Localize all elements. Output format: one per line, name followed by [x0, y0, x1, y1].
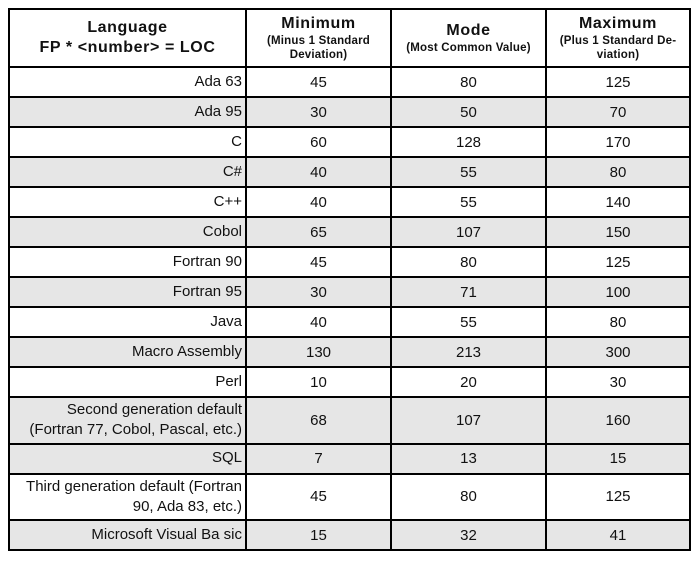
maximum-cell: 125 — [545, 472, 691, 521]
minimum-cell: 15 — [245, 519, 392, 551]
minimum-cell: 130 — [245, 336, 392, 368]
mode-cell: 50 — [390, 96, 547, 128]
maximum-cell: 30 — [545, 366, 691, 398]
language-cell: SQL — [8, 442, 247, 475]
table-row: Ada 63 45 80 125 — [8, 66, 691, 98]
language-cell: C++ — [8, 186, 247, 218]
table-row: Cobol 65 107 150 — [8, 216, 691, 248]
language-cell: Fortran 95 — [8, 276, 247, 308]
maximum-cell: 160 — [545, 396, 691, 445]
header-maximum-subtitle: (Plus 1 Standard De-viation) — [559, 34, 677, 61]
table-row: Fortran 95 30 71 100 — [8, 276, 691, 308]
language-cell: C# — [8, 156, 247, 188]
header-language-subtitle: FP * <number> = LOC — [39, 39, 216, 56]
table-row: Microsoft Visual Ba sic 15 32 41 — [8, 519, 691, 551]
minimum-cell: 60 — [245, 126, 392, 158]
maximum-cell: 80 — [545, 156, 691, 188]
header-language: Language FP * <number> = LOC — [8, 8, 247, 68]
minimum-cell: 30 — [245, 96, 392, 128]
mode-cell: 55 — [390, 156, 547, 188]
table-row: C# 40 55 80 — [8, 156, 691, 188]
mode-cell: 80 — [390, 246, 547, 278]
header-mode-title: Mode — [446, 21, 491, 39]
language-cell: Cobol — [8, 216, 247, 248]
header-row: Language FP * <number> = LOC Minimum (Mi… — [8, 8, 691, 68]
maximum-cell: 125 — [545, 246, 691, 278]
table-row: Macro Assembly 130 213 300 — [8, 336, 691, 368]
mode-cell: 80 — [390, 66, 547, 98]
maximum-cell: 125 — [545, 66, 691, 98]
maximum-cell: 41 — [545, 519, 691, 551]
table-row: Perl 10 20 30 — [8, 366, 691, 398]
table-row: Second generation default (Fortran 77, C… — [8, 396, 691, 445]
header-mode: Mode (Most Common Value) — [390, 8, 547, 68]
header-maximum-title: Maximum — [579, 14, 657, 32]
mode-cell: 128 — [390, 126, 547, 158]
language-cell: Second generation default (Fortran 77, C… — [8, 396, 247, 445]
table-row: C++ 40 55 140 — [8, 186, 691, 218]
mode-cell: 13 — [390, 442, 547, 475]
minimum-cell: 45 — [245, 246, 392, 278]
language-cell: Ada 63 — [8, 66, 247, 98]
minimum-cell: 40 — [245, 186, 392, 218]
maximum-cell: 140 — [545, 186, 691, 218]
table-row: SQL 7 13 15 — [8, 442, 691, 475]
header-maximum: Maximum (Plus 1 Standard De-viation) — [545, 8, 691, 68]
language-cell: Ada 95 — [8, 96, 247, 128]
maximum-cell: 170 — [545, 126, 691, 158]
minimum-cell: 10 — [245, 366, 392, 398]
table-body: Ada 63 45 80 125 Ada 95 30 50 70 C 60 128 170 C# 40 55… — [8, 66, 691, 551]
minimum-cell: 7 — [245, 442, 392, 475]
table-row: C 60 128 170 — [8, 126, 691, 158]
mode-cell: 107 — [390, 396, 547, 445]
language-cell: Microsoft Visual Ba sic — [8, 519, 247, 551]
mode-cell: 71 — [390, 276, 547, 308]
maximum-cell: 300 — [545, 336, 691, 368]
table-row: Third generation default (Fortran 90, Ad… — [8, 472, 691, 521]
mode-cell: 55 — [390, 186, 547, 218]
header-minimum-subtitle: (Minus 1 Standard Deviation) — [266, 34, 371, 61]
header-minimum-title: Minimum — [281, 14, 356, 32]
mode-cell: 213 — [390, 336, 547, 368]
language-cell: Java — [8, 306, 247, 338]
language-cell: Fortran 90 — [8, 246, 247, 278]
minimum-cell: 68 — [245, 396, 392, 445]
language-cell: Third generation default (Fortran 90, Ad… — [8, 472, 247, 521]
minimum-cell: 45 — [245, 472, 392, 521]
header-minimum: Minimum (Minus 1 Standard Deviation) — [245, 8, 392, 68]
minimum-cell: 30 — [245, 276, 392, 308]
mode-cell: 55 — [390, 306, 547, 338]
language-cell: C — [8, 126, 247, 158]
maximum-cell: 15 — [545, 442, 691, 475]
maximum-cell: 80 — [545, 306, 691, 338]
language-cell: Macro Assembly — [8, 336, 247, 368]
fp-loc-conversion-table: Language FP * <number> = LOC Minimum (Mi… — [8, 8, 691, 551]
table-row: Fortran 90 45 80 125 — [8, 246, 691, 278]
minimum-cell: 45 — [245, 66, 392, 98]
mode-cell: 107 — [390, 216, 547, 248]
maximum-cell: 150 — [545, 216, 691, 248]
minimum-cell: 40 — [245, 306, 392, 338]
header-language-title: Language — [87, 19, 168, 36]
mode-cell: 32 — [390, 519, 547, 551]
minimum-cell: 65 — [245, 216, 392, 248]
minimum-cell: 40 — [245, 156, 392, 188]
header-mode-subtitle: (Most Common Value) — [406, 41, 531, 54]
table-row: Java 40 55 80 — [8, 306, 691, 338]
maximum-cell: 70 — [545, 96, 691, 128]
mode-cell: 80 — [390, 472, 547, 521]
maximum-cell: 100 — [545, 276, 691, 308]
mode-cell: 20 — [390, 366, 547, 398]
language-cell: Perl — [8, 366, 247, 398]
table-row: Ada 95 30 50 70 — [8, 96, 691, 128]
